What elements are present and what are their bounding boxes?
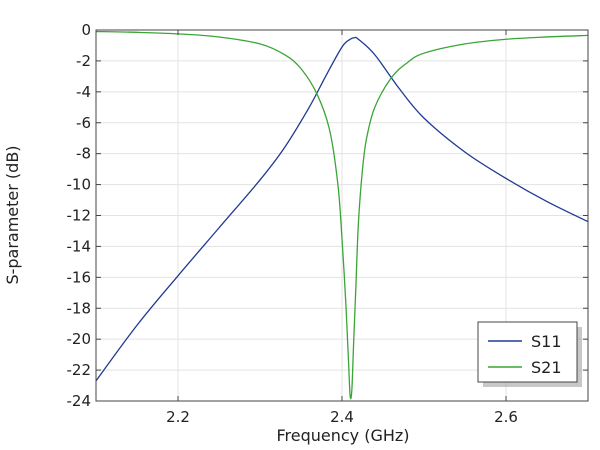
y-tick-label: -16 xyxy=(67,268,92,286)
y-tick-label: 0 xyxy=(81,21,91,39)
tick-layer: 2.2 2.4 2.6 0 -2 -4 -6 -8 -10 -12 -14 -16 -18 -20 -22 -… xyxy=(67,21,588,426)
x-tick-label: 2.6 xyxy=(494,408,518,426)
y-tick-label: -12 xyxy=(67,207,92,225)
y-tick-label: -4 xyxy=(76,83,91,101)
x-tick-label: 2.2 xyxy=(166,408,190,426)
y-tick-label: -8 xyxy=(76,145,91,163)
y-tick-label: -24 xyxy=(67,392,92,410)
y-tick-label: -6 xyxy=(76,114,91,132)
y-tick-label: -14 xyxy=(67,237,92,255)
legend-label-s21: S21 xyxy=(531,358,562,377)
x-tick-label: 2.4 xyxy=(330,408,354,426)
series-layer xyxy=(95,30,589,400)
legend-label-s11: S11 xyxy=(531,332,562,351)
y-tick-label: -2 xyxy=(76,52,91,70)
y-tick-label: -10 xyxy=(67,176,92,194)
x-axis-title: Frequency (GHz) xyxy=(276,426,409,445)
y-tick-label: -18 xyxy=(67,299,92,317)
y-tick-label: -20 xyxy=(67,330,92,348)
legend-box xyxy=(477,321,578,383)
legend: S11 S21 xyxy=(477,321,582,387)
y-tick-label: -22 xyxy=(67,361,92,379)
series-line-s11 xyxy=(95,36,589,382)
series-line-s21 xyxy=(95,30,589,400)
y-axis-title: S-parameter (dB) xyxy=(3,145,22,284)
